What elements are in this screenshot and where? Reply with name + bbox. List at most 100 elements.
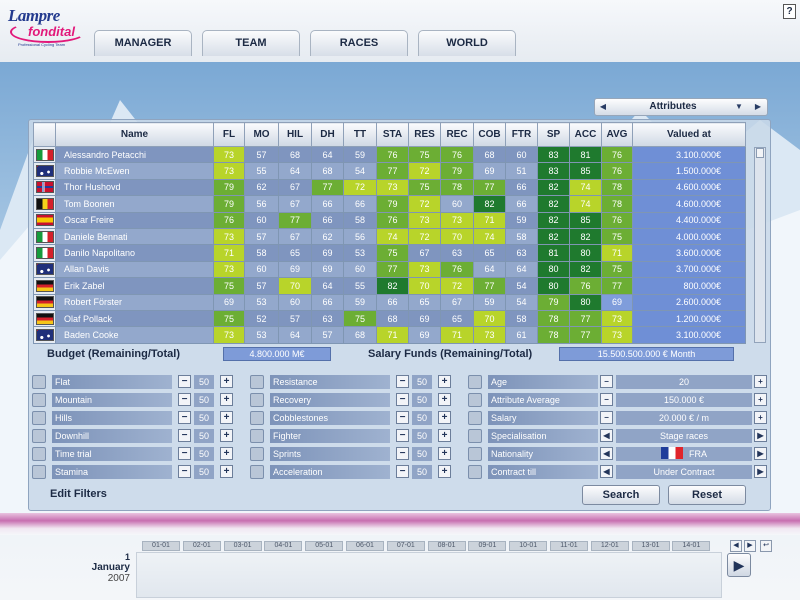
minus-icon[interactable]: − — [178, 465, 191, 478]
plus-icon[interactable]: + — [438, 465, 451, 478]
rider-name[interactable]: Robert Förster — [55, 293, 214, 311]
calendar-day[interactable]: 09-01 — [468, 541, 507, 551]
rider-name[interactable]: Erik Zabel — [55, 277, 214, 295]
column-header-name[interactable]: Name — [55, 122, 214, 147]
table-row[interactable]: Robert Förster 69 53 60 66 59 66 65 67 59 54 79 80 69… — [33, 293, 746, 311]
calendar-prev-icon[interactable]: ◀ — [730, 540, 742, 552]
calendar-day[interactable]: 14-01 — [672, 541, 711, 551]
rider-name[interactable]: Tom Boonen — [55, 195, 214, 213]
table-row[interactable]: Robbie McEwen 73 55 64 68 54 77 72 79 69 51 83 85 76 1… — [33, 162, 746, 180]
filter-checkbox[interactable] — [468, 375, 482, 389]
view-selector-box[interactable] — [594, 98, 768, 116]
column-header-res[interactable]: RES — [408, 122, 441, 147]
next-option-icon[interactable]: ▶ — [754, 447, 767, 460]
filter-checkbox[interactable] — [32, 465, 46, 479]
plus-icon[interactable]: + — [220, 411, 233, 424]
minus-icon[interactable]: − — [396, 393, 409, 406]
help-button[interactable]: ? — [783, 4, 796, 19]
next-option-icon[interactable]: ▶ — [754, 429, 767, 442]
filter-checkbox[interactable] — [250, 393, 264, 407]
minus-icon[interactable]: − — [178, 375, 191, 388]
rider-name[interactable]: Robbie McEwen — [55, 162, 214, 180]
prev-view-icon[interactable]: ◀ — [599, 102, 607, 111]
minus-icon[interactable]: − — [600, 411, 613, 424]
calendar-day[interactable]: 08-01 — [427, 541, 466, 551]
filter-checkbox[interactable] — [468, 393, 482, 407]
calendar-return-icon[interactable]: ↩ — [760, 540, 772, 552]
minus-icon[interactable]: − — [396, 465, 409, 478]
rider-name[interactable]: Baden Cooke — [55, 326, 214, 344]
minus-icon[interactable]: − — [396, 447, 409, 460]
plus-icon[interactable]: + — [220, 447, 233, 460]
prev-option-icon[interactable]: ◀ — [600, 429, 613, 442]
plus-icon[interactable]: + — [754, 393, 767, 406]
rider-name[interactable]: Daniele Bennati — [55, 227, 214, 246]
minus-icon[interactable]: − — [396, 429, 409, 442]
tab-world[interactable]: WORLD — [418, 30, 516, 56]
rider-name[interactable]: Allan Davis — [55, 260, 214, 279]
table-row[interactable]: Erik Zabel 75 57 70 64 55 82 70 72 77 54 80 76 77 800.… — [33, 277, 746, 295]
plus-icon[interactable]: + — [438, 447, 451, 460]
minus-icon[interactable]: − — [396, 411, 409, 424]
plus-icon[interactable]: + — [438, 375, 451, 388]
column-header-hil[interactable]: HIL — [278, 122, 312, 147]
filter-checkbox[interactable] — [32, 447, 46, 461]
tab-manager[interactable]: MANAGER — [94, 30, 192, 56]
plus-icon[interactable]: + — [754, 411, 767, 424]
column-header-avg[interactable]: AVG — [601, 122, 633, 147]
filter-checkbox[interactable] — [250, 429, 264, 443]
calendar-events-area[interactable] — [136, 552, 722, 598]
column-header-ftr[interactable]: FTR — [505, 122, 538, 147]
table-scrollbar[interactable] — [754, 147, 766, 343]
rider-name[interactable]: Thor Hushovd — [55, 178, 214, 197]
minus-icon[interactable]: − — [600, 393, 613, 406]
filter-checkbox[interactable] — [250, 411, 264, 425]
filter-checkbox[interactable] — [250, 447, 264, 461]
column-header-cob[interactable]: COB — [473, 122, 506, 147]
filter-checkbox[interactable] — [468, 429, 482, 443]
table-row[interactable]: Allan Davis 73 60 69 69 60 77 73 76 64 64 80 82 75 3.7… — [33, 260, 746, 279]
filter-checkbox[interactable] — [468, 411, 482, 425]
minus-icon[interactable]: − — [178, 411, 191, 424]
reset-button[interactable]: Reset — [668, 485, 746, 505]
rider-name[interactable]: Oscar Freire — [55, 211, 214, 229]
calendar-day[interactable]: 04-01 — [264, 541, 303, 551]
filter-checkbox[interactable] — [468, 465, 482, 479]
view-selector[interactable]: ◀ Attributes ▼ ▶ — [594, 98, 768, 116]
filter-checkbox[interactable] — [32, 393, 46, 407]
filter-checkbox[interactable] — [32, 411, 46, 425]
calendar-next-icon[interactable]: ▶ — [744, 540, 756, 552]
calendar-day[interactable]: 10-01 — [509, 541, 548, 551]
minus-icon[interactable]: − — [600, 375, 613, 388]
table-row[interactable]: Baden Cooke 73 53 64 57 68 71 69 71 73 61 78 77 73 3.1… — [33, 326, 746, 344]
filter-checkbox[interactable] — [250, 375, 264, 389]
minus-icon[interactable]: − — [396, 375, 409, 388]
calendar-day[interactable]: 05-01 — [305, 541, 344, 551]
table-row[interactable]: Oscar Freire 76 60 77 66 58 76 73 73 71 59 82 85 76 4.… — [33, 211, 746, 229]
table-row[interactable]: Danilo Napolitano 71 58 65 69 53 75 67 63 65 63 81 8… — [33, 244, 746, 262]
tab-races[interactable]: RACES — [310, 30, 408, 56]
column-header-tt[interactable]: TT — [343, 122, 377, 147]
calendar-day[interactable]: 12-01 — [590, 541, 629, 551]
filter-checkbox[interactable] — [250, 465, 264, 479]
table-row[interactable]: Tom Boonen 79 56 67 66 66 79 72 60 82 66 82 74 78 4.60… — [33, 195, 746, 213]
column-header-sp[interactable]: SP — [537, 122, 570, 147]
column-header-dh[interactable]: DH — [311, 122, 344, 147]
table-row[interactable]: Daniele Bennati 73 57 67 62 56 74 72 70 74 58 82 82 7… — [33, 227, 746, 246]
minus-icon[interactable]: − — [178, 447, 191, 460]
column-header-sta[interactable]: STA — [376, 122, 409, 147]
calendar-day[interactable]: 06-01 — [346, 541, 384, 551]
column-header-flag[interactable] — [33, 122, 56, 147]
plus-icon[interactable]: + — [220, 429, 233, 442]
search-button[interactable]: Search — [582, 485, 660, 505]
prev-option-icon[interactable]: ◀ — [600, 447, 613, 460]
advance-day-button[interactable]: ▶ — [727, 553, 751, 577]
rider-name[interactable]: Alessandro Petacchi — [55, 145, 214, 164]
calendar-day[interactable]: 07-01 — [386, 541, 425, 551]
minus-icon[interactable]: − — [178, 393, 191, 406]
filter-checkbox[interactable] — [32, 429, 46, 443]
minus-icon[interactable]: − — [178, 429, 191, 442]
rider-name[interactable]: Danilo Napolitano — [55, 244, 214, 262]
calendar-day[interactable]: 02-01 — [182, 541, 221, 551]
next-view-icon[interactable]: ▶ — [754, 102, 762, 111]
